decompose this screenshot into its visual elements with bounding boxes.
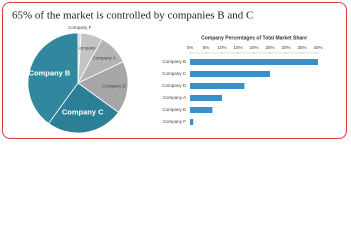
y-tick-label: Company E (162, 107, 186, 112)
frame (2, 2, 347, 139)
pie-slice (27, 32, 79, 125)
y-tick-label: Company D (162, 83, 187, 88)
bar (190, 71, 270, 77)
y-tick-label: Company F (163, 119, 187, 124)
bar (190, 59, 318, 65)
x-tick-label: 15% (233, 45, 242, 50)
page: {"title": "65% of the market is controll… (2, 2, 347, 139)
y-tick-label: Company A (163, 95, 186, 100)
x-tick-label: 10% (217, 45, 226, 50)
slice-label: Company E (76, 46, 100, 51)
bar-chart-title: Company Percentages of Total Market Shar… (201, 35, 307, 41)
slice-label: Company D (102, 84, 127, 89)
pie-slice (77, 61, 129, 113)
page-title: 65% of the market is controlled by compa… (12, 10, 253, 22)
bar (190, 107, 213, 113)
slice-label: Company C (62, 108, 104, 117)
x-tick-label: 0% (187, 45, 194, 50)
slice-label: Company B (29, 69, 71, 78)
bar (190, 83, 245, 89)
x-tick-label: 20% (249, 45, 258, 50)
bar (190, 95, 222, 101)
x-tick-label: 5% (203, 45, 210, 50)
slice-label: Company F (68, 25, 92, 30)
y-tick-label: Company C (162, 71, 187, 76)
pie-slice (48, 82, 120, 134)
slice-label: Company A (93, 56, 116, 61)
x-tick-label: 25% (265, 45, 274, 50)
y-tick-label: Company B (162, 59, 186, 64)
bar (190, 119, 194, 125)
x-tick-label: 35% (297, 45, 306, 50)
charts: 65% of the market is controlled by compa… (12, 10, 323, 134)
x-tick-label: 40% (313, 45, 322, 50)
x-tick-label: 30% (281, 45, 290, 50)
